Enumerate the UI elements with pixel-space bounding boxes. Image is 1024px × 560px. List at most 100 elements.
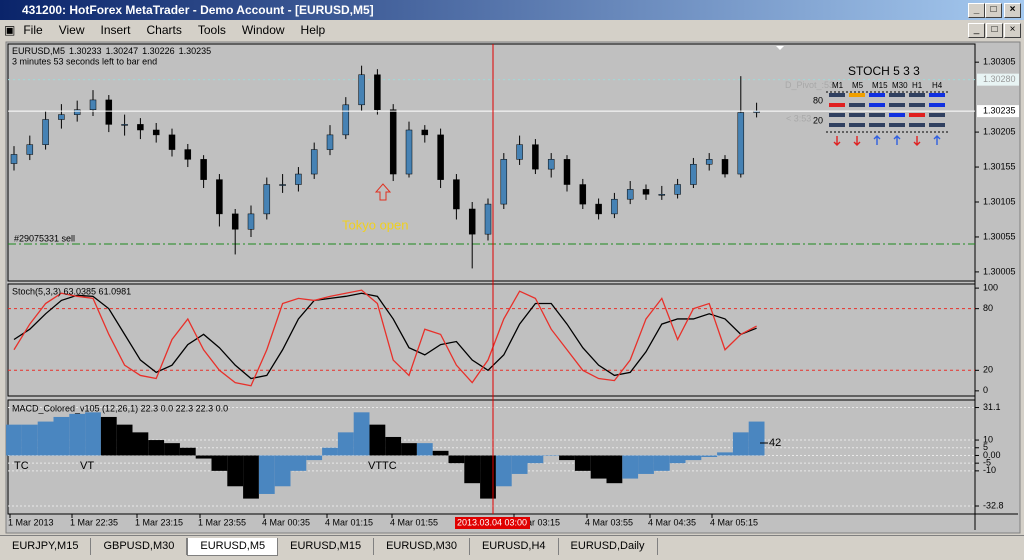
- candle-body: [705, 159, 713, 165]
- candle-body: [484, 203, 492, 235]
- y-tick-label: -10: [983, 465, 996, 475]
- bid-label: 1.30235: [983, 105, 1016, 115]
- menu-item[interactable]: Window: [241, 23, 285, 37]
- stoch-cell: [909, 113, 925, 117]
- signal-mark: VTTC: [368, 460, 397, 472]
- menu-item[interactable]: View: [58, 23, 85, 37]
- macd-bar: [574, 455, 591, 471]
- candle-body: [579, 184, 587, 205]
- stoch-cell: [929, 123, 945, 127]
- crosshair-label: 2013.03.04 03:00: [457, 517, 527, 527]
- chart-tab[interactable]: EURUSD,M30: [374, 538, 470, 555]
- macd-bar: [448, 455, 465, 464]
- candle-body: [263, 184, 271, 215]
- timeframe-label: M1: [832, 81, 844, 90]
- mdi-button[interactable]: □: [986, 23, 1003, 38]
- macd-bar: [148, 440, 165, 456]
- chart-window: 1.30305 1.30205 1.30155 1.30105 1.30055 1.300…: [5, 41, 1021, 534]
- stoch-cell: [889, 123, 905, 127]
- header-value: 1.30235: [179, 46, 212, 56]
- stoch-cell: [869, 113, 885, 117]
- stoch-cell: [889, 93, 905, 97]
- macd-bar: [369, 424, 386, 456]
- mdi-button[interactable]: ×: [1004, 23, 1021, 38]
- minimize-button[interactable]: _: [968, 3, 985, 18]
- scroll-marker: [776, 46, 784, 50]
- menu-bar: ▣ File View Insert Charts Tools Window Help _ □ ×: [0, 20, 1024, 40]
- window-title: 431200: HotForex MetaTrader - Demo Accou…: [22, 3, 374, 17]
- y-tick-label: 1.30155: [983, 161, 1016, 171]
- x-tick-label: 4 Mar 01:15: [325, 517, 373, 527]
- candle-body: [721, 159, 729, 175]
- macd-bar: [480, 455, 496, 499]
- candle-body: [121, 124, 128, 126]
- macd-bar: [401, 443, 417, 456]
- macd-bar: [306, 455, 323, 461]
- chart-tab[interactable]: EURUSD,M5: [187, 538, 279, 556]
- macd-bar: [85, 412, 101, 456]
- stoch-cell: [829, 93, 845, 97]
- stoch-cell: [909, 123, 925, 127]
- macd-bar: [495, 455, 512, 487]
- candle-body: [26, 144, 34, 155]
- macd-bar: [37, 421, 54, 456]
- macd-bar: [527, 455, 544, 464]
- chart-tab[interactable]: EURUSD,Daily: [559, 538, 658, 555]
- x-tick-label: 4 Mar 00:35: [262, 517, 310, 527]
- chart-tab[interactable]: EURUSD,M15: [278, 538, 375, 555]
- stoch-cell: [869, 103, 885, 107]
- close-button[interactable]: ×: [1004, 3, 1021, 18]
- stoch-cell: [909, 93, 925, 97]
- macd-bar: [227, 455, 244, 487]
- macd-bar: [606, 455, 623, 484]
- candle-body: [389, 109, 397, 175]
- candle-body: [342, 104, 350, 136]
- menu-item[interactable]: Charts: [146, 23, 182, 37]
- candle-body: [231, 213, 239, 230]
- title-bar: 431200: HotForex MetaTrader - Demo Accou…: [0, 0, 1024, 20]
- y-tick-label: 31.1: [983, 402, 1001, 412]
- mdi-button[interactable]: _: [968, 23, 985, 38]
- candle-body: [58, 114, 65, 120]
- macd-bar: [701, 455, 718, 457]
- timer-text: < 3:53: [786, 113, 811, 123]
- candle-body: [532, 144, 539, 170]
- x-tick-label: 1 Mar 23:55: [198, 517, 246, 527]
- macd-bar: [353, 412, 370, 456]
- chart-tab[interactable]: EURJPY,M15: [0, 538, 92, 555]
- candle-body: [626, 189, 634, 200]
- macd-bar: [258, 455, 275, 494]
- candle-body: [247, 213, 255, 230]
- macd-bar: [179, 447, 196, 456]
- x-tick-label: 1 Mar 2013: [8, 517, 54, 527]
- menu-item[interactable]: Tools: [197, 23, 226, 37]
- stoch-cell: [849, 113, 865, 117]
- maximize-button[interactable]: □: [985, 3, 1002, 18]
- macd-bar: [511, 455, 528, 474]
- macd-bar: [132, 432, 149, 456]
- stoch-panel-title: STOCH 5 3 3: [848, 64, 920, 78]
- macd-bar: [100, 416, 117, 456]
- macd-bar: [638, 455, 654, 474]
- stoch-line: [13, 289, 757, 387]
- candle-body: [279, 184, 286, 186]
- macd-bar: [195, 455, 212, 459]
- macd-bar: [385, 436, 402, 456]
- x-tick-label: 4 Mar 01:55: [390, 517, 438, 527]
- candle-body: [374, 74, 381, 110]
- macd-bar: [717, 452, 733, 456]
- menu-item[interactable]: Insert: [100, 23, 131, 37]
- candle-body: [358, 74, 365, 106]
- candle-body: [563, 159, 571, 185]
- y-tick-label: 1.30005: [983, 266, 1016, 276]
- macd-bar: [322, 447, 338, 456]
- chart-tab[interactable]: EURUSD,H4: [470, 538, 559, 555]
- candle-body: [421, 129, 429, 136]
- menu-item[interactable]: File: [23, 23, 43, 37]
- x-tick-label: 4 Mar 03:15: [512, 517, 560, 527]
- chart-tab[interactable]: GBPUSD,M30: [91, 538, 188, 555]
- macd-bar: [432, 450, 449, 456]
- menu-item[interactable]: Help: [300, 23, 326, 37]
- y-tick-label: 1.30105: [983, 196, 1016, 206]
